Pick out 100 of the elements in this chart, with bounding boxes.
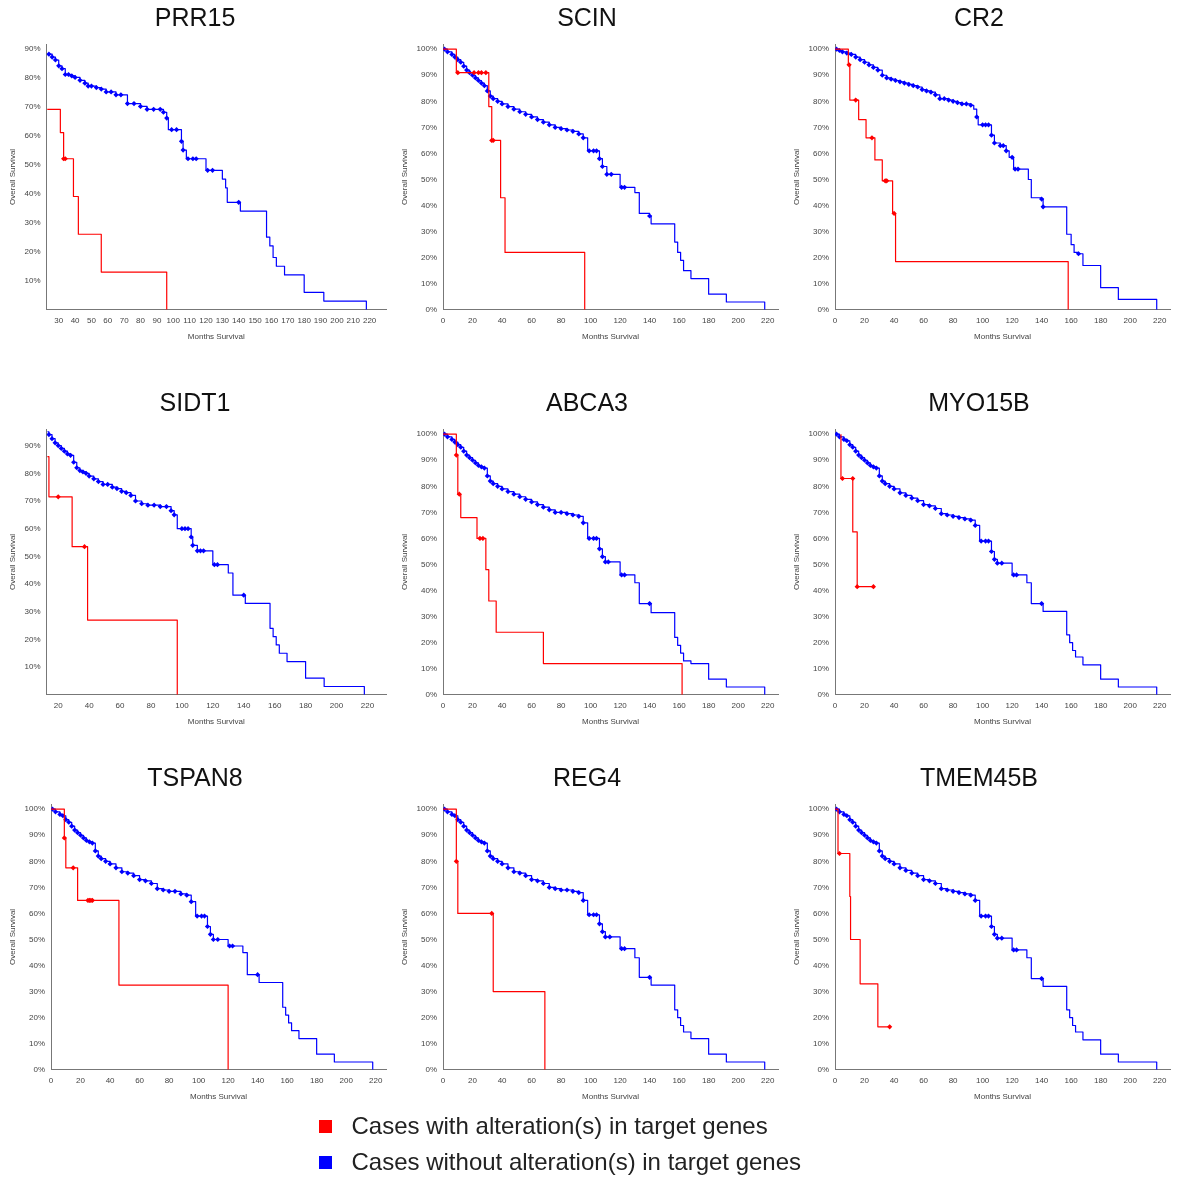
x-tick-label: 80 xyxy=(164,1075,175,1085)
y-tick-label: 30% xyxy=(813,986,830,996)
x-tick-label: 60 xyxy=(527,1075,537,1085)
x-tick-label: 60 xyxy=(135,1075,145,1085)
y-tick-label: 40% xyxy=(29,960,46,970)
x-tick-label: 80 xyxy=(136,315,146,325)
x-axis-title: Months Survival xyxy=(187,717,245,727)
chart-title: MYO15B xyxy=(928,387,1030,416)
x-tick-label: 80 xyxy=(556,700,567,710)
y-axis-title: Overall Survival xyxy=(8,533,17,590)
x-tick-label: 100 xyxy=(583,700,598,710)
x-tick-label: 160 xyxy=(1064,315,1079,325)
chart-title: REG4 xyxy=(552,762,622,791)
x-tick-label: 160 xyxy=(672,700,687,710)
y-tick-label: 20% xyxy=(421,1012,438,1022)
x-tick-label: 100 xyxy=(975,315,990,325)
y-tick-label: 60% xyxy=(421,533,438,543)
y-tick-label: 30% xyxy=(813,226,830,236)
x-tick-label: 200 xyxy=(731,700,746,710)
y-tick-label: 20% xyxy=(813,1012,830,1022)
x-tick-label: 200 xyxy=(1123,700,1138,710)
x-tick-label: 200 xyxy=(731,1075,746,1085)
x-tick-label: 40 xyxy=(70,315,81,325)
chart-title: CR2 xyxy=(953,2,1005,31)
y-axis-title: Overall Survival xyxy=(792,533,801,590)
x-tick-label: 160 xyxy=(672,1075,687,1085)
y-tick-label: 80% xyxy=(813,481,830,491)
y-tick-label: 90% xyxy=(421,455,438,465)
y-tick-label: 10% xyxy=(813,1038,830,1048)
y-tick-label: 10% xyxy=(813,663,830,673)
y-tick-label: 10% xyxy=(421,1038,438,1048)
y-tick-label: 70% xyxy=(813,507,830,517)
y-tick-label: 30% xyxy=(813,611,830,621)
x-tick-label: 60 xyxy=(527,315,537,325)
y-tick-label: 10% xyxy=(24,275,41,285)
x-tick-label: 200 xyxy=(329,700,344,710)
x-tick-label: 0 xyxy=(832,315,838,325)
x-tick-label: 40 xyxy=(84,700,95,710)
x-tick-label: 100 xyxy=(191,1075,206,1085)
y-tick-label: 80% xyxy=(813,856,830,866)
x-tick-label: 40 xyxy=(497,315,508,325)
y-tick-label: 90% xyxy=(421,70,438,80)
y-tick-label: 10% xyxy=(421,278,438,288)
y-tick-label: 20% xyxy=(421,252,438,262)
x-tick-label: 220 xyxy=(368,1075,383,1085)
y-tick-label: 70% xyxy=(29,882,46,892)
x-tick-label: 220 xyxy=(1152,1075,1167,1085)
y-tick-label: 40% xyxy=(813,200,830,210)
x-tick-label: 160 xyxy=(1064,700,1079,710)
y-tick-label: 70% xyxy=(24,496,41,506)
y-tick-label: 10% xyxy=(421,663,438,673)
x-tick-label: 220 xyxy=(362,315,377,325)
x-tick-label: 180 xyxy=(298,700,313,710)
y-tick-label: 30% xyxy=(24,606,41,616)
y-tick-label: 100% xyxy=(24,804,46,814)
x-tick-label: 30 xyxy=(54,315,64,325)
x-tick-label: 20 xyxy=(53,700,64,710)
y-tick-label: 10% xyxy=(813,278,830,288)
y-tick-label: 100% xyxy=(416,429,438,439)
y-tick-label: 20% xyxy=(29,1012,46,1022)
y-tick-label: 70% xyxy=(421,507,438,517)
x-tick-label: 120 xyxy=(221,1075,236,1085)
x-tick-label: 200 xyxy=(1123,1075,1138,1085)
y-tick-label: 80% xyxy=(421,96,438,106)
x-tick-label: 140 xyxy=(642,1075,657,1085)
x-tick-label: 160 xyxy=(280,1075,295,1085)
x-tick-label: 210 xyxy=(346,315,361,325)
x-tick-label: 220 xyxy=(760,315,775,325)
x-axis-title: Months Survival xyxy=(582,1092,640,1102)
x-tick-label: 220 xyxy=(1152,315,1167,325)
x-tick-label: 200 xyxy=(339,1075,354,1085)
y-tick-label: 40% xyxy=(421,200,438,210)
x-tick-label: 130 xyxy=(215,315,230,325)
y-tick-label: 90% xyxy=(29,830,46,840)
chart-title: SIDT1 xyxy=(159,387,231,416)
y-tick-label: 60% xyxy=(813,908,830,918)
y-tick-label: 40% xyxy=(24,188,41,198)
x-tick-label: 60 xyxy=(115,700,126,710)
y-tick-label: 70% xyxy=(813,882,830,892)
y-tick-label: 60% xyxy=(24,130,41,140)
y-tick-label: 30% xyxy=(29,986,46,996)
x-tick-label: 140 xyxy=(642,700,657,710)
chart-title: TSPAN8 xyxy=(147,762,243,791)
x-axis-title: Months Survival xyxy=(974,1092,1032,1102)
x-tick-label: 120 xyxy=(206,700,221,710)
y-tick-label: 40% xyxy=(24,579,41,589)
x-tick-label: 20 xyxy=(860,1075,870,1085)
x-tick-label: 60 xyxy=(919,700,929,710)
x-tick-label: 140 xyxy=(642,315,657,325)
x-tick-label: 180 xyxy=(1093,700,1108,710)
y-tick-label: 20% xyxy=(421,637,438,647)
y-tick-label: 100% xyxy=(416,44,438,54)
x-tick-label: 80 xyxy=(146,700,156,710)
x-tick-label: 180 xyxy=(309,1075,324,1085)
y-tick-label: 40% xyxy=(421,585,438,595)
y-tick-label: 20% xyxy=(813,252,830,262)
x-tick-label: 60 xyxy=(919,315,929,325)
x-tick-label: 180 xyxy=(701,315,716,325)
y-axis-title: Overall Survival xyxy=(792,908,801,965)
y-tick-label: 90% xyxy=(813,70,830,80)
